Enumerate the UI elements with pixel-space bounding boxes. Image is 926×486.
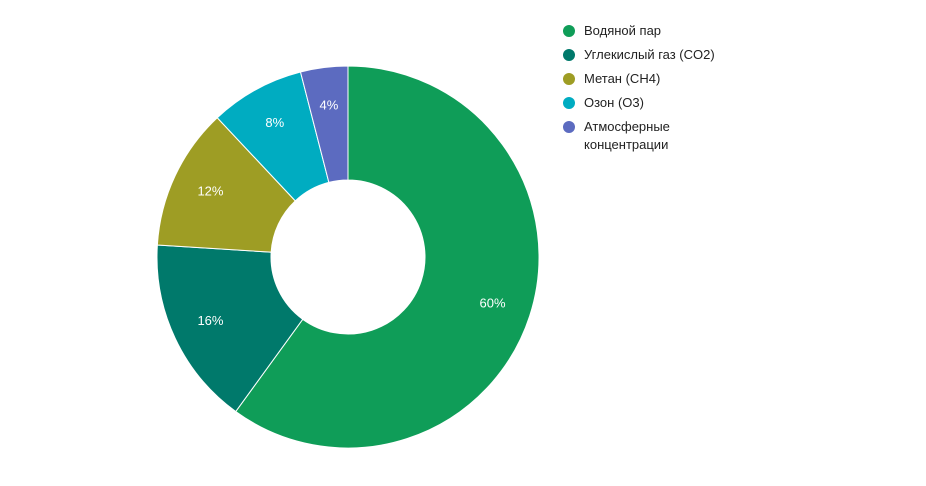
slice (235, 65, 540, 449)
legend-label: Углекислый газ (CO2) (584, 47, 715, 62)
legend-marker (563, 49, 575, 61)
legend-label: Озон (O3) (584, 95, 644, 110)
legend-item: Метан (CH4) (563, 70, 733, 88)
legend-marker (563, 25, 575, 37)
legend-label: Атмосферные концентрации (584, 119, 670, 152)
legend-item: Водяной пар (563, 22, 733, 40)
slice-label: 16% (197, 313, 223, 328)
slice-label: 8% (265, 115, 284, 130)
slice-label: 4% (320, 98, 339, 113)
slice (299, 65, 349, 184)
legend-marker (563, 121, 575, 133)
legend-item: Озон (O3) (563, 94, 733, 112)
legend-marker (563, 97, 575, 109)
legend: Водяной пар Углекислый газ (CO2) Метан (CH… (563, 22, 733, 160)
legend-label: Метан (CH4) (584, 71, 661, 86)
slice (156, 244, 304, 413)
legend-item: Атмосферные концентрации (563, 118, 733, 154)
legend-label: Водяной пар (584, 23, 662, 38)
legend-marker (563, 73, 575, 85)
legend-item: Углекислый газ (CO2) (563, 46, 733, 64)
slice-label: 60% (480, 295, 506, 310)
slice (156, 117, 296, 253)
slice-label: 12% (197, 184, 223, 199)
